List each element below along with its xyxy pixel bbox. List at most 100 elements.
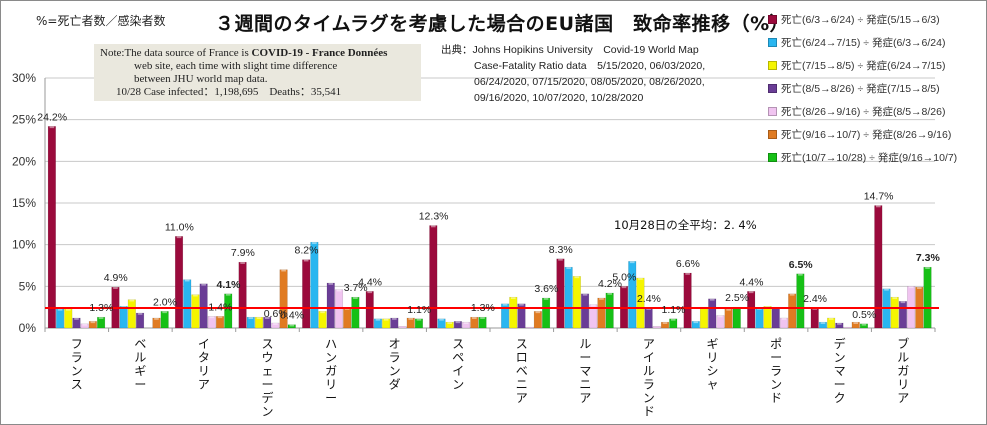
bar-highlight (535, 311, 541, 314)
y-tick-label: 10% (12, 238, 36, 252)
data-label: 2.4% (637, 293, 661, 305)
x-tick-char: ラ (71, 351, 83, 365)
bar-highlight (273, 323, 278, 325)
bar (152, 317, 161, 329)
bar-highlight (336, 289, 342, 292)
x-tick-char: ル (897, 351, 909, 365)
bar (796, 273, 805, 329)
legend-item: 死亡(7/15→8/5) ÷ 発症(6/24→7/15) (768, 54, 957, 77)
x-tick-char: ン (261, 405, 273, 419)
legend-label: 死亡(8/26→9/16) ÷ 発症(8/5→8/26) (781, 106, 946, 118)
bar (406, 317, 415, 329)
bar (724, 308, 733, 329)
bar-highlight (416, 318, 422, 321)
bar-highlight (718, 315, 723, 318)
data-label: 2.0% (153, 296, 177, 308)
bar (470, 316, 479, 329)
data-label: 4.9% (104, 272, 128, 284)
bar-highlight (98, 317, 104, 319)
bar (581, 293, 590, 329)
bar (699, 306, 709, 329)
bar-highlight (472, 317, 477, 319)
note-line-1-prefix: Note:The data source of France is (100, 47, 252, 59)
legend-item: 死亡(9/16→10/7) ÷ 発症(8/26→9/16) (768, 123, 957, 146)
bar-highlight (629, 261, 635, 264)
legend-swatch (768, 130, 777, 139)
bar (263, 316, 272, 329)
bar (343, 307, 352, 329)
data-label: 6.6% (676, 258, 700, 270)
bar-highlight (607, 293, 612, 295)
bar-highlight (74, 318, 79, 320)
bar (788, 293, 797, 329)
bar (771, 306, 780, 329)
bar-highlight (917, 287, 922, 289)
bar (429, 225, 438, 329)
bar (818, 321, 827, 329)
data-label: 3.6% (534, 283, 558, 295)
bar (589, 304, 598, 329)
bar-highlight (519, 303, 524, 306)
bar-highlight (375, 318, 381, 321)
data-label: 8.2% (295, 245, 319, 257)
bar-highlight (590, 304, 596, 307)
bar-highlight (328, 283, 334, 285)
bar-highlight (217, 316, 223, 319)
bar-highlight (574, 276, 580, 279)
x-tick-char: イ (452, 364, 464, 378)
x-tick-char: マ (834, 364, 846, 378)
bar-highlight (876, 205, 881, 208)
bar-highlight (781, 318, 787, 320)
bar-highlight (820, 322, 826, 324)
x-tick-char: ガ (897, 364, 909, 378)
bar-highlight (925, 267, 930, 269)
bar (398, 326, 407, 329)
data-label: 1.4% (208, 301, 232, 313)
bar-highlight (256, 317, 262, 319)
x-tick-char: リ (706, 351, 718, 365)
bar (669, 318, 678, 329)
x-tick-char: ロ (516, 351, 528, 365)
bar (691, 321, 700, 329)
bar (351, 296, 360, 329)
bar (215, 316, 225, 329)
x-tick-char: ラ (643, 378, 655, 392)
x-tick-char: ブ (897, 336, 909, 351)
legend-swatch (768, 153, 777, 162)
bar-highlight (225, 293, 231, 296)
bar (88, 321, 97, 329)
data-label: 11.0% (165, 221, 194, 233)
bar (628, 261, 637, 329)
bar (572, 276, 581, 329)
bar-highlight (264, 317, 270, 319)
bar (525, 326, 534, 329)
x-tick-char: ア (198, 378, 210, 392)
bar-highlight (798, 273, 803, 276)
x-tick-char: ル (643, 364, 655, 378)
bar (271, 322, 280, 329)
bar-highlight (248, 317, 254, 319)
x-tick-char: ラ (389, 351, 401, 365)
legend-swatch (768, 38, 777, 47)
bar (207, 316, 216, 329)
x-tick-char: ン (452, 378, 464, 392)
x-tick-char: イ (198, 337, 210, 351)
bar (501, 303, 510, 329)
data-label: 24.2% (37, 111, 67, 123)
bar (183, 279, 192, 329)
legend-item: 死亡(10/7→10/28) ÷ 発症(9/16→10/7) (768, 146, 957, 169)
data-label: 2.4% (803, 293, 827, 305)
bar-highlight (82, 323, 87, 326)
legend-swatch (768, 61, 777, 70)
data-label: 6.5% (789, 259, 814, 271)
bar-highlight (367, 291, 373, 294)
note-line-1: Note:The data source of France is COVID-… (94, 47, 421, 60)
x-tick-char: デ (834, 336, 846, 351)
bar (318, 311, 327, 329)
x-tick-char: リ (198, 364, 210, 378)
x-tick-char: シ (706, 364, 718, 378)
bar-highlight (303, 259, 309, 262)
